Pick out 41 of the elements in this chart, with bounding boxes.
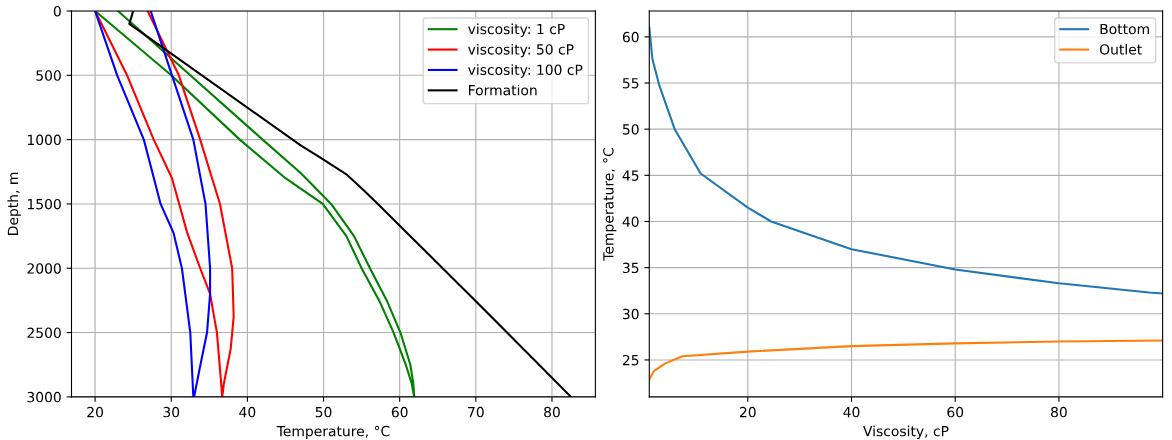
- x-tick-label: 30: [163, 406, 180, 418]
- x-axis-title: Temperature, °C: [276, 425, 390, 440]
- legend-label: viscosity: 1 cP: [468, 23, 565, 37]
- x-tick-label: 80: [1051, 406, 1067, 418]
- y-tick-label: 35: [622, 262, 639, 274]
- legend-label: Formation: [469, 84, 537, 96]
- y-tick-label: 500: [36, 70, 61, 81]
- y-tick-label: 40: [622, 216, 639, 227]
- line-series: [94, 11, 235, 397]
- legend-label: Bottom: [1100, 23, 1149, 35]
- y-tick-label: 30: [622, 308, 639, 320]
- line-series: [649, 339, 1163, 381]
- line-series: [94, 11, 416, 397]
- y-tick-label: 2000: [27, 263, 61, 274]
- y-tick-label: 50: [622, 124, 639, 135]
- x-axis-title: Viscosity, cP: [863, 425, 949, 440]
- x-tick-label: 20: [87, 406, 104, 418]
- line-series: [94, 11, 212, 397]
- y-tick-label: 25: [622, 354, 639, 366]
- y-tick-label: 45: [622, 170, 639, 181]
- x-tick-label: 40: [843, 406, 860, 418]
- legend-label: viscosity: 100 cP: [468, 64, 583, 78]
- y-tick-label: 55: [622, 78, 639, 89]
- y-axis-title: Temperature, °C: [603, 147, 617, 261]
- legend-label: viscosity: 50 cP: [468, 43, 574, 58]
- x-tick-label: 80: [544, 406, 560, 418]
- y-tick-label: 3000: [27, 391, 61, 403]
- y-tick-label: 0: [53, 5, 61, 17]
- y-tick-label: 1500: [27, 198, 61, 210]
- y-tick-label: 2500: [27, 327, 61, 339]
- x-tick-label: 60: [947, 406, 964, 418]
- y-tick-label: 60: [622, 31, 639, 43]
- legend-label: Outlet: [1099, 43, 1142, 55]
- line-series: [649, 26, 1163, 295]
- y-axis-title: Depth, m: [7, 172, 21, 235]
- x-tick-label: 20: [739, 406, 756, 418]
- x-tick-label: 60: [391, 406, 408, 418]
- x-tick-label: 70: [468, 406, 484, 418]
- y-tick-label: 1000: [27, 134, 61, 146]
- x-tick-label: 50: [315, 406, 332, 418]
- x-tick-label: 40: [239, 406, 256, 418]
